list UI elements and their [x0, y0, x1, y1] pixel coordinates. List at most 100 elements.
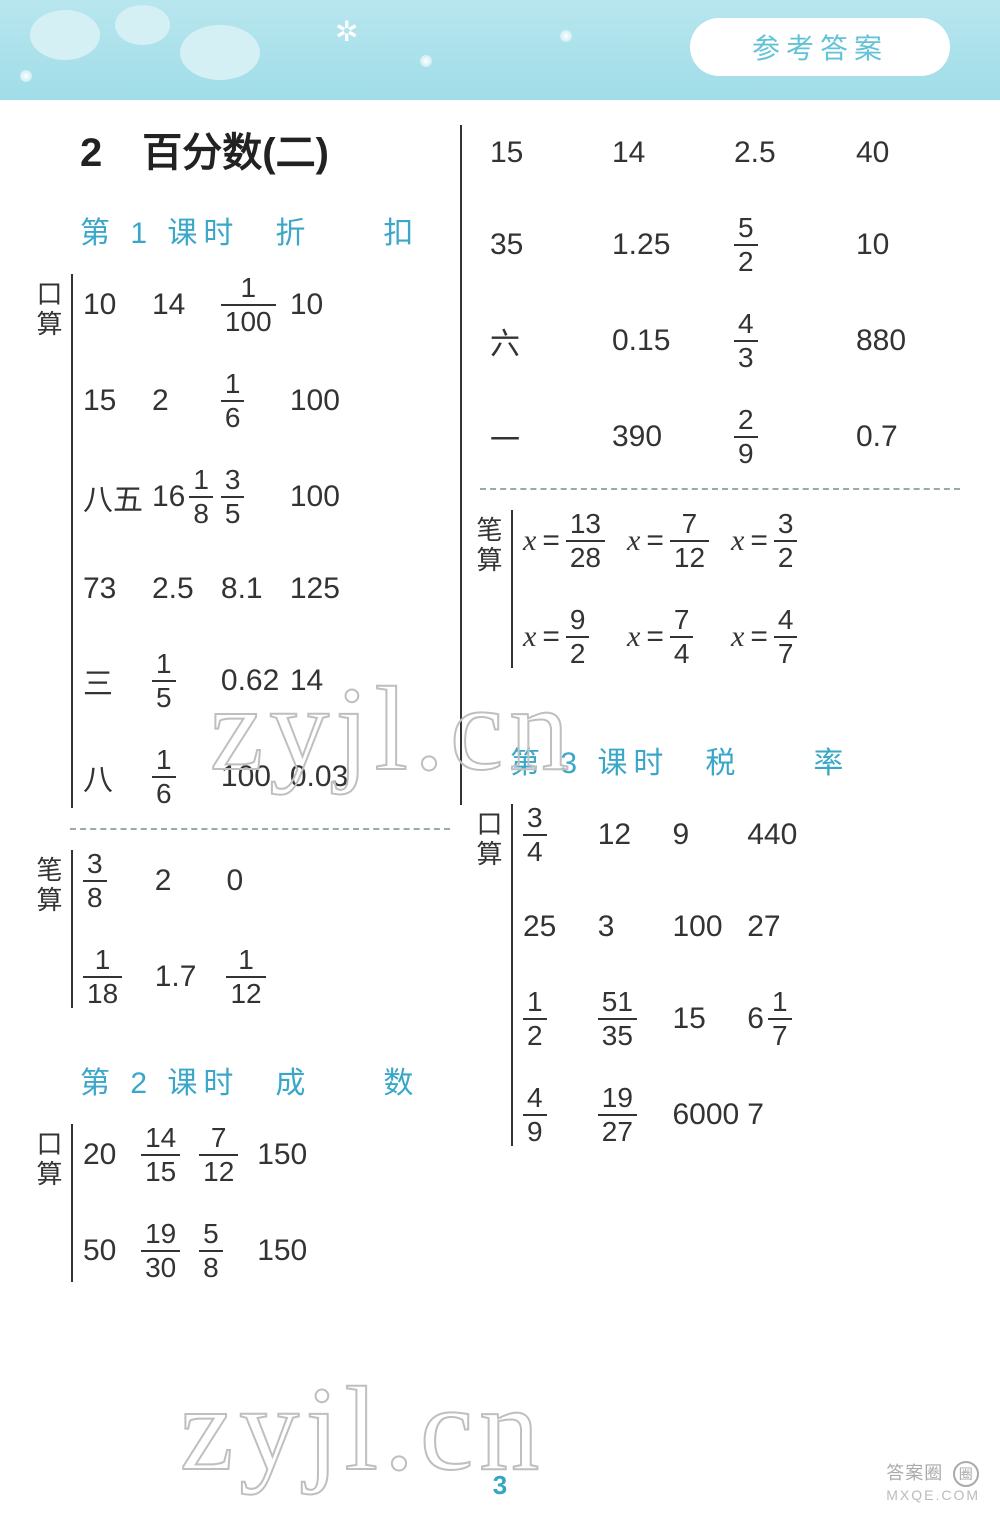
- snowflake-icon: ✲: [335, 15, 358, 48]
- answer-cell: 1618: [152, 466, 213, 528]
- answer-cell: 2.5: [734, 126, 848, 180]
- answer-cell: 100: [290, 374, 351, 428]
- answer-cell: 6000: [673, 1088, 740, 1142]
- answer-cell: 1415: [141, 1124, 191, 1186]
- answer-cell: 1100: [221, 274, 282, 336]
- answer-cell: 一: [490, 410, 604, 464]
- answer-cell: 49: [523, 1084, 590, 1146]
- logo-ring-icon: 圈: [953, 1461, 979, 1487]
- answer-cell: 14: [152, 278, 213, 332]
- answer-cell: x=74: [627, 606, 709, 668]
- answer-cell: 150: [257, 1224, 307, 1278]
- answer-cell: 43: [734, 310, 848, 372]
- cloud-shape: [30, 10, 100, 60]
- right-column: 15142.540351.255210六0.1543880一390290.7 笔…: [470, 100, 970, 1146]
- answer-cell: 34: [523, 804, 590, 866]
- vertical-divider: [460, 125, 462, 805]
- answer-cell: 8.1: [221, 562, 282, 616]
- answer-cell: 52: [734, 214, 848, 276]
- lesson1-bisuan-grid: 38201181.7112: [83, 850, 268, 1008]
- answer-cell: 9: [673, 808, 740, 862]
- answer-cell: 5135: [598, 988, 665, 1050]
- answer-cell: 1930: [141, 1220, 191, 1282]
- answer-cell: 12: [598, 808, 665, 862]
- answer-cell: 16: [152, 746, 213, 808]
- answer-cell: 112: [226, 946, 268, 1008]
- answer-cell: 29: [734, 406, 848, 468]
- answer-cell: 7: [747, 1088, 814, 1142]
- answer-cell: 0: [226, 854, 268, 908]
- answer-cell: 390: [612, 410, 726, 464]
- sparkle-icon: [560, 30, 572, 42]
- answer-cell: 八: [83, 750, 144, 804]
- page-number: 3: [0, 1470, 1000, 1501]
- answer-cell: 15: [490, 126, 604, 180]
- answer-cell: 712: [199, 1124, 249, 1186]
- answer-cell: 10: [83, 278, 144, 332]
- answer-cell: 16: [221, 370, 282, 432]
- answer-cell: 100: [673, 900, 740, 954]
- lesson2-kousuan-left-grid: 20141571215050193058150: [83, 1124, 307, 1282]
- answer-cell: 150: [257, 1128, 307, 1182]
- answer-cell: 3: [598, 900, 665, 954]
- bisuan-label: 笔算: [30, 850, 73, 1008]
- answer-cell: 10: [856, 218, 970, 272]
- lesson1-kousuan-block: 口算 101411001015216100八五161835100732.58.1…: [30, 274, 460, 808]
- answer-cell: 15: [152, 650, 213, 712]
- lesson2-kousuan-right-grid: 15142.540351.255210六0.1543880一390290.7: [490, 126, 970, 468]
- answer-cell: 2: [152, 374, 213, 428]
- answer-cell: 0.03: [290, 750, 351, 804]
- answer-cell: 六: [490, 314, 604, 368]
- answer-cell: 三: [83, 654, 144, 708]
- sparkle-icon: [20, 70, 32, 82]
- lesson3-title: 第 3 课时 税 率: [510, 738, 970, 782]
- answer-cell: 100: [290, 470, 351, 524]
- page-body: 2 百分数(二) 第 1 课时 折 扣 口算 10141100101521610…: [0, 100, 1000, 1523]
- kousuan-label: 口算: [30, 1124, 73, 1282]
- logo-text: 答案圈: [886, 1463, 943, 1483]
- answer-cell: 0.7: [856, 410, 970, 464]
- sparkle-icon: [420, 55, 432, 67]
- answer-cell: 10: [290, 278, 351, 332]
- dashed-divider: [480, 488, 960, 490]
- lesson2-kousuan-left-block: 口算 20141571215050193058150: [30, 1124, 460, 1282]
- answer-cell: 2: [155, 854, 197, 908]
- answer-cell: 14: [290, 654, 351, 708]
- answer-cell: 58: [199, 1220, 249, 1282]
- answer-cell: 617: [747, 988, 814, 1050]
- lesson3-kousuan-grid: 34129440253100271251351561749192760007: [523, 804, 814, 1146]
- answer-cell: x=92: [523, 606, 605, 668]
- dashed-divider: [70, 828, 450, 830]
- answer-cell: 125: [290, 562, 351, 616]
- answer-cell: 1.7: [155, 950, 197, 1004]
- lesson2-bisuan-block: 笔算 x=1328x=712x=32x=92x=74x=47: [470, 510, 970, 668]
- answer-cell: 0.62: [221, 654, 282, 708]
- lesson1-bisuan-block: 笔算 38201181.7112: [30, 850, 460, 1008]
- answer-cell: 100: [221, 750, 282, 804]
- cloud-shape: [115, 5, 170, 45]
- answer-cell: 35: [221, 466, 282, 528]
- answer-cell: x=47: [731, 606, 813, 668]
- lesson2-bisuan-grid: x=1328x=712x=32x=92x=74x=47: [523, 510, 813, 668]
- answer-cell: 50: [83, 1224, 133, 1278]
- site-logo: 答案圈 圈 MXQE.COM: [886, 1459, 980, 1503]
- answers-pill: 参考答案: [690, 18, 950, 76]
- kousuan-label: 口算: [470, 804, 513, 1146]
- answer-cell: 27: [747, 900, 814, 954]
- lesson3-kousuan-block: 口算 3412944025310027125135156174919276000…: [470, 804, 970, 1146]
- answer-cell: 38: [83, 850, 125, 912]
- answer-cell: 12: [523, 988, 590, 1050]
- answer-cell: x=712: [627, 510, 709, 572]
- header-band: ✲ 参考答案: [0, 0, 1000, 100]
- answer-cell: 0.15: [612, 314, 726, 368]
- bisuan-label: 笔算: [470, 510, 513, 668]
- answer-cell: 880: [856, 314, 970, 368]
- answer-cell: 15: [83, 374, 144, 428]
- answer-cell: 1927: [598, 1084, 665, 1146]
- answer-cell: 2.5: [152, 562, 213, 616]
- answer-cell: 1.25: [612, 218, 726, 272]
- answer-cell: 440: [747, 808, 814, 862]
- answer-cell: 35: [490, 218, 604, 272]
- logo-domain: MXQE.COM: [886, 1487, 980, 1503]
- answer-cell: 73: [83, 562, 144, 616]
